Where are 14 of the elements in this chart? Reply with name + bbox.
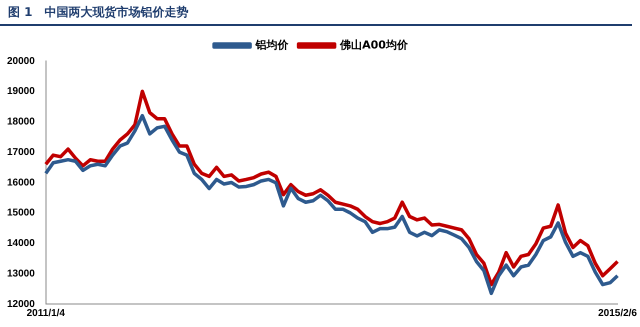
y-tick-label: 15000 — [6, 208, 36, 219]
x-tick-label: 2011/1/4 — [26, 308, 66, 319]
y-tick-label: 12000 — [6, 298, 36, 310]
chart-title: 图 1 中国两大现货市场铝价走势 — [0, 0, 632, 26]
legend-label: 铝均价 — [254, 38, 290, 52]
y-tick-label: 17000 — [6, 146, 36, 158]
y-tick-label: 13000 — [6, 268, 36, 280]
y-tick-label: 14000 — [6, 238, 36, 249]
y-tick-label: 20000 — [6, 56, 36, 67]
x-tick-label: 2015/2/6 — [598, 308, 638, 319]
y-tick-label: 19000 — [6, 86, 36, 98]
y-tick-label: 18000 — [6, 116, 36, 128]
y-tick-label: 16000 — [6, 177, 36, 188]
legend-label: 佛山A00均价 — [339, 38, 409, 52]
